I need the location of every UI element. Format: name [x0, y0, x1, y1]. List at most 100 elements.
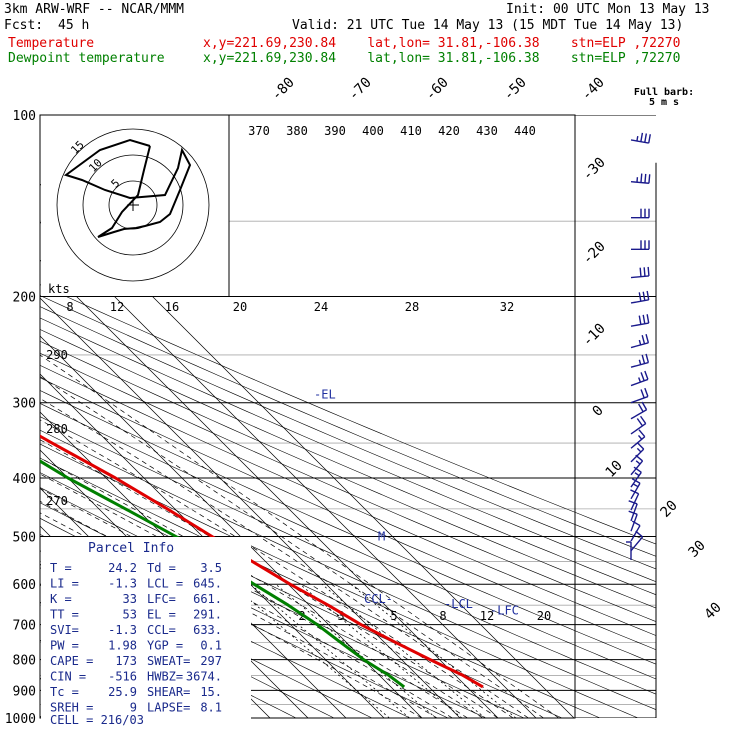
parcel-info-param: T =: [50, 561, 72, 575]
wind-barb-flag: [638, 315, 642, 325]
wind-barb-flag: [648, 134, 651, 144]
wind-barb-flag: [634, 472, 640, 477]
dry-adiabat: [40, 377, 656, 651]
moist-adiabat: [40, 354, 560, 718]
wind-barb-flag: [630, 489, 639, 495]
hodograph-speed-label: 24: [314, 300, 328, 314]
mixing-ratio-line: [231, 583, 390, 718]
dewpoint-profile: [40, 459, 406, 689]
parcel-info-value: 3.5: [200, 561, 222, 575]
parcel-info-title: Parcel Info: [88, 541, 174, 556]
wind-barb-flag: [640, 415, 647, 425]
wind-barb-flag: [636, 442, 645, 450]
parcel-info-value: 15.: [200, 685, 222, 699]
hodograph-speed-label: 16: [165, 300, 179, 314]
lcl-marker: -LCL: [444, 597, 473, 611]
model-title: 3km ARW-WRF -- NCAR/MMM: [4, 2, 185, 17]
wind-barb: [630, 503, 638, 522]
wind-barb: [630, 180, 649, 184]
theta-label: 420: [438, 124, 460, 138]
ccl-marker: CCL-: [364, 592, 393, 606]
wind-barb: [630, 342, 649, 349]
pressure-label: 100: [13, 109, 36, 124]
isotherm-label: 30: [686, 538, 709, 561]
dry-adiabat: [40, 416, 656, 695]
parcel-info-param: YGP =: [147, 639, 183, 653]
legend-temperature: Temperature: [8, 36, 95, 51]
parcel-info-param: CAPE =: [50, 654, 93, 668]
location-info-green: x,y=221.69,230.84 lat,lon= 31.81,-106.38…: [203, 51, 681, 66]
sounding-profiles: [40, 434, 484, 689]
wind-barb: [630, 275, 649, 279]
wind-barb-flag: [638, 403, 644, 413]
hodograph-ring: [82, 154, 184, 256]
wind-barb: [630, 395, 649, 404]
parcel-info-value: 173: [115, 654, 137, 668]
wind-barb-flag: [640, 173, 643, 183]
parcel-info-param: TT =: [50, 608, 79, 622]
mixing-ratio-line: [299, 583, 463, 718]
parcel-info-value: 24.2: [108, 561, 137, 575]
parcel-info-param: LFC=: [147, 592, 176, 606]
parcel-info-cell: CELL = 216/03: [50, 713, 144, 727]
level-markers: -EL M CCL- -LCL -LFC: [314, 388, 519, 618]
wind-barb-flag: [628, 500, 638, 505]
wind-barb-flag: [638, 292, 642, 302]
mixing-ratio-label: 3: [337, 609, 344, 623]
isotherm-label: -20: [580, 239, 609, 268]
wind-barb-flag: [638, 339, 642, 346]
parcel-info-param: CIN =: [50, 670, 86, 684]
parcel-info-param: SHEAR=: [147, 685, 190, 699]
parcel-info-value: 297: [200, 654, 222, 668]
hodograph-background: [41, 116, 229, 296]
wind-barb-flag: [633, 466, 642, 473]
wind-barb-flag: [642, 314, 646, 324]
isotherm-label: -70: [346, 75, 375, 104]
hodograph-units-label: kts: [48, 282, 70, 296]
hodograph-speed-label: 28: [405, 300, 419, 314]
isotherm-label: -10: [580, 321, 609, 350]
mixing-ratio-label: 5: [390, 609, 397, 623]
wind-barb-flag: [643, 267, 646, 277]
parcel-info-param: LI =: [50, 577, 79, 591]
parcel-info-value: 1.98: [108, 639, 137, 653]
wind-barb-flag: [644, 387, 649, 397]
barb-legend-unit: 5 m s: [649, 97, 679, 108]
mixing-ratio-line: [250, 583, 410, 718]
wind-barb: [630, 139, 649, 144]
dry-adiabat: [40, 364, 656, 636]
init-time: Init: 00 UTC Mon 13 May 13: [506, 2, 710, 17]
isotherm-label: 20: [658, 498, 681, 521]
wind-barb: [630, 361, 649, 368]
wind-barb-flag: [628, 510, 638, 515]
isotherm-line: [40, 259, 499, 718]
isotherm-line: [40, 373, 385, 718]
parcel-info-param: LAPSE=: [147, 701, 190, 715]
barb-legend-label: Full barb:: [634, 87, 694, 98]
isotherm-line: [40, 297, 461, 718]
hodograph-speed-label: 32: [500, 300, 514, 314]
hodograph-ring: [56, 128, 210, 282]
wind-barb-flag: [635, 530, 644, 538]
parcel-info-value: -1.3: [108, 577, 137, 591]
isotherm-line: [40, 221, 537, 718]
parcel-info-value: 645.: [193, 577, 222, 591]
wind-barb: [630, 322, 649, 327]
pressure-label: 500: [13, 530, 36, 545]
isotherm-label: 0: [590, 403, 607, 420]
legend-dewpoint: Dewpoint temperature: [8, 51, 165, 66]
pressure-label: 900: [13, 684, 36, 699]
wind-barbs: Full barb:5 m s: [626, 87, 694, 561]
dry-adiabat: [40, 403, 656, 680]
dry-adiabat: [40, 329, 656, 596]
wind-barb-flag: [645, 353, 650, 363]
wind-barb: [630, 471, 642, 488]
wind-barb: [630, 378, 649, 387]
parcel-info-value: 3674.: [186, 670, 222, 684]
isotherm-label: -40: [579, 75, 608, 104]
dry-adiabat: [40, 340, 656, 609]
parcel-info-param: EL =: [147, 608, 176, 622]
wind-barb-flag: [640, 372, 645, 382]
